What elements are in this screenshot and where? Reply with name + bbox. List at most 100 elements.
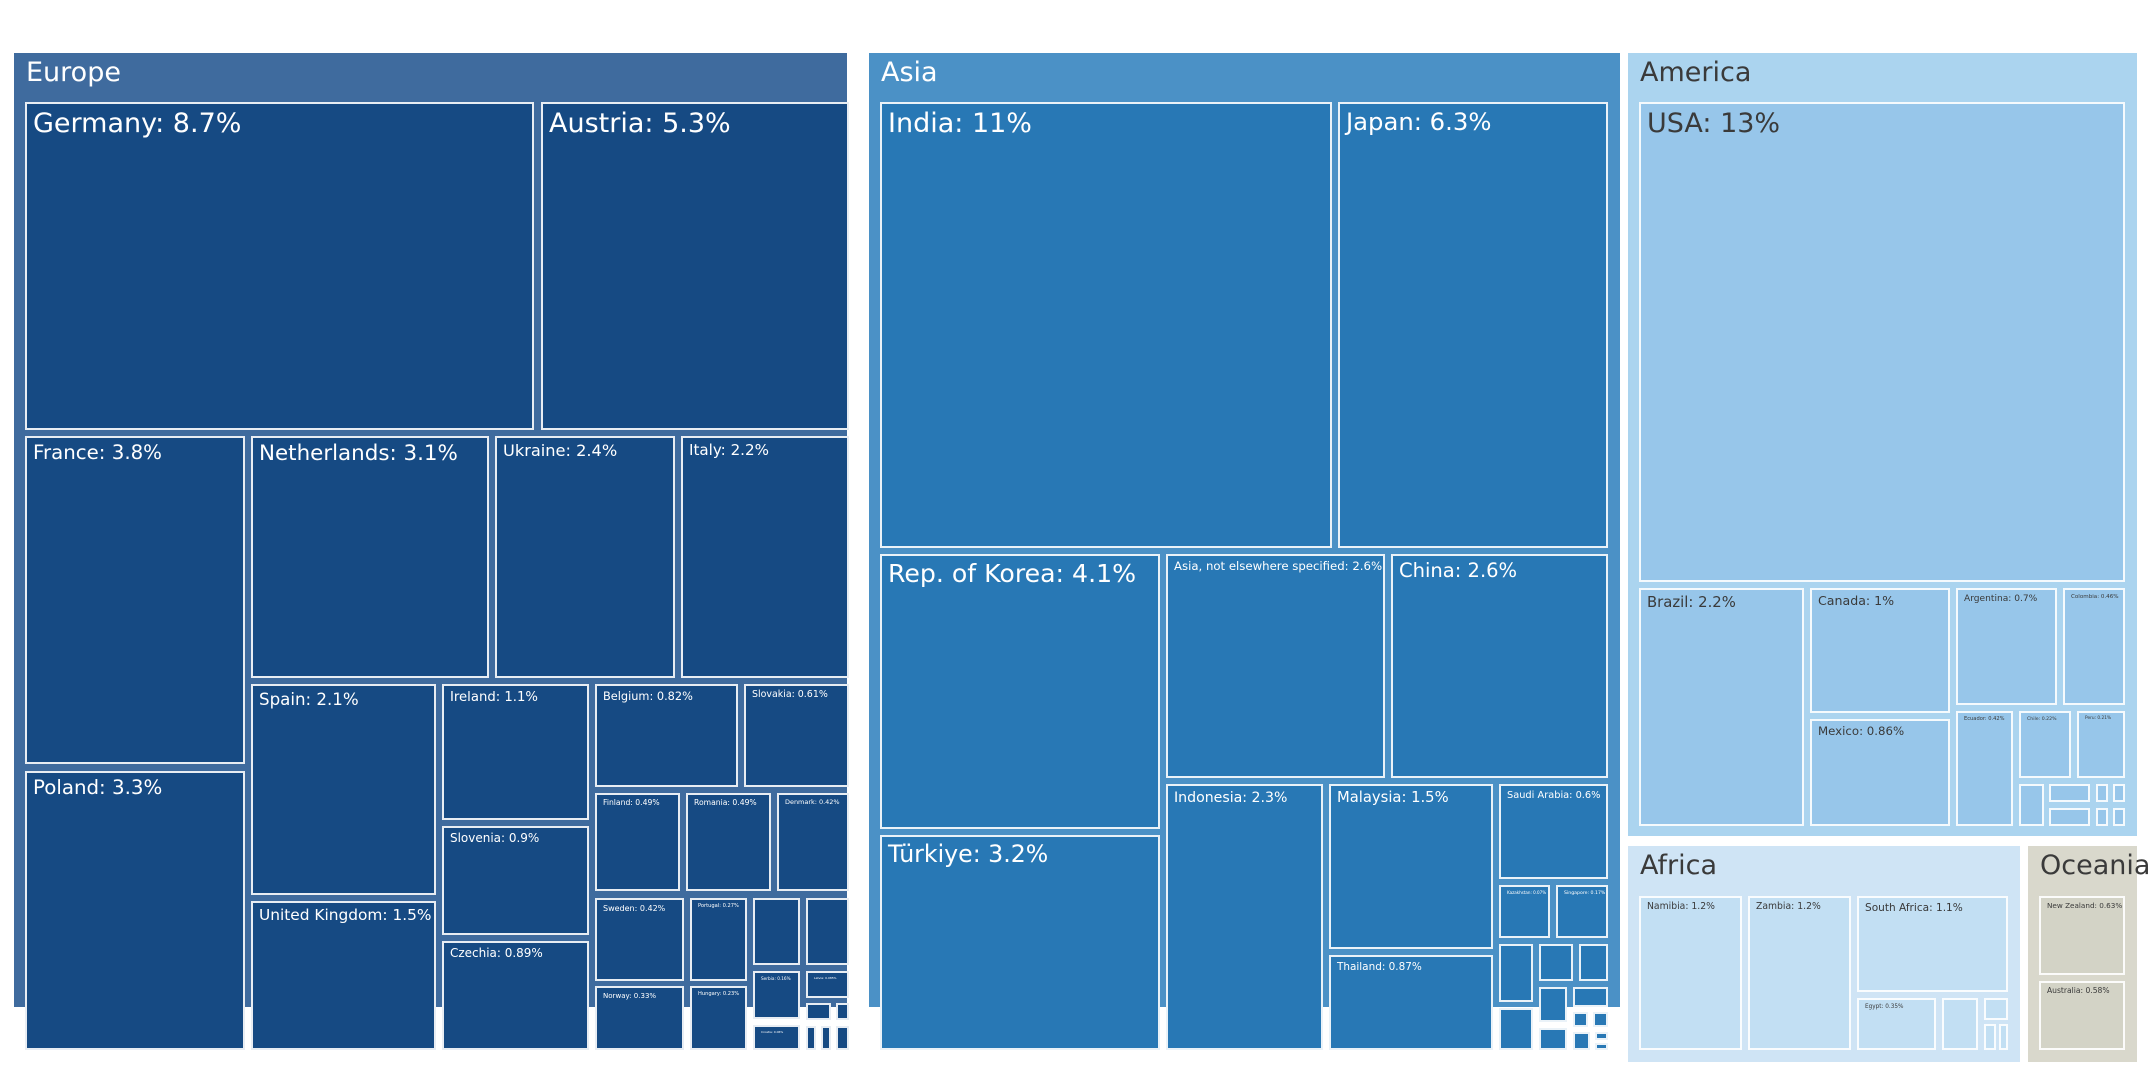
treemap-cell-saudi-arabia[interactable]: Saudi Arabia: 0.6%: [1499, 784, 1608, 879]
treemap-cell-new-zealand[interactable]: New Zealand: 0.63%: [2039, 896, 2125, 975]
treemap-cell-asia-small-1[interactable]: [1499, 944, 1533, 1002]
cell-label-namibia: Namibia: 1.2%: [1647, 901, 1715, 912]
treemap-cell-spain[interactable]: Spain: 2.1%: [251, 684, 436, 895]
treemap-cell-sweden[interactable]: Sweden: 0.42%: [595, 898, 684, 981]
treemap-cell-ireland[interactable]: Ireland: 1.1%: [442, 684, 589, 820]
treemap-cell-europe-small-6[interactable]: [821, 1026, 831, 1050]
treemap-cell-france[interactable]: France: 3.8%: [25, 436, 245, 764]
cell-label-malaysia: Malaysia: 1.5%: [1337, 789, 1449, 806]
treemap-cell-asia-small-9[interactable]: [1593, 1012, 1608, 1027]
treemap-cell-united-kingdom[interactable]: United Kingdom: 1.5%: [251, 901, 436, 1050]
treemap-cell-mexico[interactable]: Mexico: 0.86%: [1810, 719, 1950, 826]
cell-label-peru: Peru: 0.21%: [2085, 716, 2112, 721]
cell-label-rep-of-korea: Rep. of Korea: 4.1%: [888, 559, 1137, 588]
cell-label-zambia: Zambia: 1.2%: [1756, 901, 1821, 912]
treemap-cell-thailand[interactable]: Thailand: 0.87%: [1329, 955, 1493, 1050]
treemap-cell-czechia[interactable]: Czechia: 0.89%: [442, 941, 589, 1050]
treemap-cell-chile[interactable]: Chile: 0.22%: [2019, 711, 2071, 778]
treemap-cell-hungary[interactable]: Hungary: 0.23%: [690, 986, 747, 1050]
treemap-cell-europe-small-7[interactable]: [836, 1026, 849, 1050]
treemap-cell-america-small-7[interactable]: [2113, 808, 2125, 826]
region-title-oceania: Oceania: [2040, 850, 2150, 881]
treemap-cell-australia[interactable]: Australia: 0.58%: [2039, 981, 2125, 1050]
treemap-cell-africa-small-3[interactable]: [1984, 1024, 1996, 1050]
treemap-cell-usa[interactable]: USA: 13%: [1639, 102, 2125, 582]
treemap-cell-china[interactable]: China: 2.6%: [1391, 554, 1608, 778]
treemap-cell-america-small-2[interactable]: [2049, 784, 2090, 802]
cell-label-germany: Germany: 8.7%: [33, 108, 242, 139]
treemap-cell-asia-small-8[interactable]: [1573, 1012, 1588, 1027]
treemap-cell-croatia[interactable]: Croatia: 0.06%: [753, 1025, 800, 1050]
treemap-cell-america-small-6[interactable]: [2096, 808, 2108, 826]
treemap-cell-africa-small-4[interactable]: [1999, 1024, 2008, 1050]
treemap-cell-poland[interactable]: Poland: 3.3%: [25, 771, 245, 1050]
cell-label-sweden: Sweden: 0.42%: [603, 904, 666, 913]
treemap-cell-asia-small-11[interactable]: [1595, 1032, 1608, 1040]
treemap-cell-africa-small-2[interactable]: [1984, 998, 2008, 1020]
treemap-cell-latvia[interactable]: Latvia: 0.085%: [806, 971, 849, 998]
treemap-cell-t-rkiye[interactable]: Türkiye: 3.2%: [880, 835, 1160, 1050]
treemap-cell-austria[interactable]: Austria: 5.3%: [541, 102, 849, 430]
treemap-cell-germany[interactable]: Germany: 8.7%: [25, 102, 534, 430]
cell-label-india: India: 11%: [888, 108, 1032, 139]
treemap-cell-ukraine[interactable]: Ukraine: 2.4%: [495, 436, 675, 678]
cell-label-mexico: Mexico: 0.86%: [1818, 724, 1905, 738]
treemap-cell-ecuador[interactable]: Ecuador: 0.42%: [1956, 711, 2013, 826]
treemap-cell-rep-of-korea[interactable]: Rep. of Korea: 4.1%: [880, 554, 1160, 829]
treemap-cell-singapore[interactable]: Singapore: 0.17%: [1556, 885, 1608, 938]
treemap-cell-america-small-1[interactable]: [2019, 784, 2044, 826]
cell-label-ireland: Ireland: 1.1%: [450, 690, 538, 705]
treemap-cell-asia-small-5[interactable]: [1539, 987, 1567, 1022]
treemap-cell-europe-small-1[interactable]: [753, 898, 800, 965]
treemap-cell-belgium[interactable]: Belgium: 0.82%: [595, 684, 738, 787]
treemap-cell-norway[interactable]: Norway: 0.33%: [595, 986, 684, 1050]
cell-label-united-kingdom: United Kingdom: 1.5%: [259, 906, 432, 924]
treemap-cell-america-small-5[interactable]: [2113, 784, 2125, 802]
treemap-cell-asia-not-elsewhere-specified[interactable]: Asia, not elsewhere specified: 2.6%: [1166, 554, 1385, 778]
treemap-cell-south-africa[interactable]: South Africa: 1.1%: [1857, 896, 2008, 992]
treemap-cell-brazil[interactable]: Brazil: 2.2%: [1639, 588, 1804, 826]
treemap-cell-netherlands[interactable]: Netherlands: 3.1%: [251, 436, 489, 678]
treemap-cell-serbia[interactable]: Serbia: 0.16%: [753, 971, 800, 1019]
treemap-cell-europe-small-5[interactable]: [806, 1026, 816, 1050]
treemap-cell-asia-small-3[interactable]: [1579, 944, 1608, 981]
treemap-cell-kazakhstan[interactable]: Kazakhstan: 0.07%: [1499, 885, 1550, 938]
treemap-cell-asia-small-4[interactable]: [1499, 1008, 1533, 1050]
treemap-cell-romania[interactable]: Romania: 0.49%: [686, 793, 771, 891]
treemap-cell-japan[interactable]: Japan: 6.3%: [1338, 102, 1608, 548]
treemap-cell-europe-small-2[interactable]: [806, 898, 849, 965]
cell-label-denmark: Denmark: 0.42%: [785, 798, 840, 806]
treemap-cell-egypt[interactable]: Egypt: 0.35%: [1857, 998, 1936, 1050]
treemap-cell-colombia[interactable]: Colombia: 0.46%: [2063, 588, 2125, 705]
treemap-cell-portugal[interactable]: Portugal: 0.27%: [690, 898, 747, 981]
treemap-cell-finland[interactable]: Finland: 0.49%: [595, 793, 680, 891]
treemap-cell-italy[interactable]: Italy: 2.2%: [681, 436, 849, 678]
treemap-cell-asia-small-2[interactable]: [1539, 944, 1573, 981]
cell-label-france: France: 3.8%: [33, 441, 162, 464]
treemap-cell-america-small-3[interactable]: [2049, 808, 2090, 826]
treemap-cell-asia-small-12[interactable]: [1595, 1043, 1608, 1050]
treemap-cell-europe-small-3[interactable]: [806, 1003, 831, 1020]
treemap-cell-europe-small-4[interactable]: [836, 1003, 849, 1020]
treemap-cell-india[interactable]: India: 11%: [880, 102, 1332, 548]
treemap-cell-zambia[interactable]: Zambia: 1.2%: [1748, 896, 1851, 1050]
cell-label-slovakia: Slovakia: 0.61%: [752, 689, 828, 700]
treemap-cell-malaysia[interactable]: Malaysia: 1.5%: [1329, 784, 1493, 949]
treemap-cell-argentina[interactable]: Argentina: 0.7%: [1956, 588, 2057, 705]
treemap-cell-denmark[interactable]: Denmark: 0.42%: [777, 793, 849, 891]
treemap-cell-africa-small-1[interactable]: [1942, 998, 1978, 1050]
treemap-cell-asia-small-7[interactable]: [1539, 1028, 1567, 1050]
treemap-cell-peru[interactable]: Peru: 0.21%: [2077, 711, 2125, 778]
treemap-cell-indonesia[interactable]: Indonesia: 2.3%: [1166, 784, 1323, 1050]
treemap-cell-slovakia[interactable]: Slovakia: 0.61%: [744, 684, 849, 787]
cell-label-finland: Finland: 0.49%: [603, 798, 660, 807]
cell-label-serbia: Serbia: 0.16%: [761, 976, 791, 981]
cell-label-japan: Japan: 6.3%: [1346, 107, 1492, 136]
treemap-cell-asia-small-10[interactable]: [1573, 1032, 1590, 1050]
treemap-cell-namibia[interactable]: Namibia: 1.2%: [1639, 896, 1742, 1050]
treemap-cell-asia-small-6[interactable]: [1573, 987, 1608, 1007]
treemap-cell-slovenia[interactable]: Slovenia: 0.9%: [442, 826, 589, 935]
treemap-cell-america-small-4[interactable]: [2096, 784, 2108, 802]
treemap-cell-canada[interactable]: Canada: 1%: [1810, 588, 1950, 713]
